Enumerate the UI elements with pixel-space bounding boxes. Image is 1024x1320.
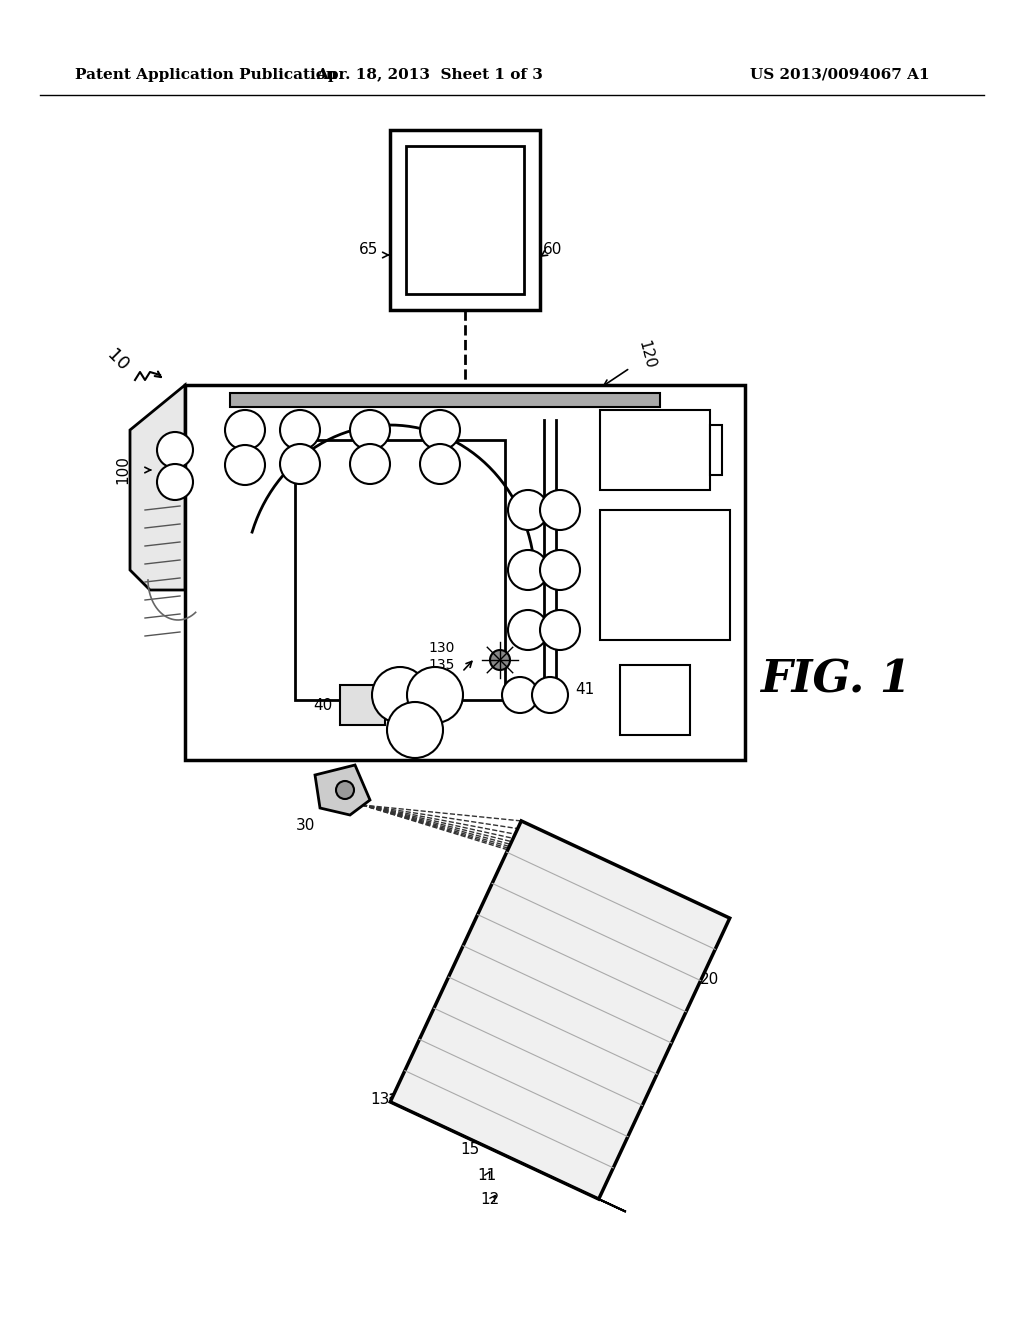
Text: 130: 130 bbox=[429, 642, 455, 655]
Circle shape bbox=[540, 610, 580, 649]
Text: 65: 65 bbox=[358, 243, 378, 257]
Circle shape bbox=[387, 702, 443, 758]
Text: 120: 120 bbox=[635, 339, 657, 371]
Text: 60: 60 bbox=[543, 243, 562, 257]
Circle shape bbox=[407, 667, 463, 723]
Circle shape bbox=[508, 610, 548, 649]
Bar bbox=[340, 685, 385, 725]
Bar bbox=[600, 411, 710, 490]
Circle shape bbox=[280, 411, 319, 450]
Circle shape bbox=[350, 444, 390, 484]
Circle shape bbox=[508, 490, 548, 531]
Text: 13: 13 bbox=[371, 1093, 390, 1107]
Circle shape bbox=[157, 432, 193, 469]
Text: Apr. 18, 2013  Sheet 1 of 3: Apr. 18, 2013 Sheet 1 of 3 bbox=[316, 69, 544, 82]
Circle shape bbox=[372, 667, 428, 723]
Text: 100: 100 bbox=[115, 455, 130, 484]
Circle shape bbox=[508, 550, 548, 590]
Circle shape bbox=[157, 465, 193, 500]
Circle shape bbox=[420, 444, 460, 484]
Circle shape bbox=[420, 411, 460, 450]
Bar bbox=[600, 510, 730, 640]
Text: 11: 11 bbox=[477, 1167, 497, 1183]
Circle shape bbox=[502, 677, 538, 713]
Text: 40: 40 bbox=[312, 697, 332, 713]
Circle shape bbox=[225, 445, 265, 484]
Text: 20: 20 bbox=[700, 973, 719, 987]
Text: US 2013/0094067 A1: US 2013/0094067 A1 bbox=[750, 69, 930, 82]
Polygon shape bbox=[390, 1102, 626, 1212]
Circle shape bbox=[350, 411, 390, 450]
Bar bbox=[295, 440, 505, 700]
Bar bbox=[390, 129, 540, 310]
Circle shape bbox=[225, 411, 265, 450]
Polygon shape bbox=[390, 821, 730, 1199]
Text: FIG. 1: FIG. 1 bbox=[760, 659, 911, 701]
Bar bbox=[230, 393, 660, 407]
Text: 10: 10 bbox=[103, 346, 132, 375]
Circle shape bbox=[336, 781, 354, 799]
Bar bbox=[185, 385, 745, 760]
Bar bbox=[710, 425, 722, 475]
Bar bbox=[406, 147, 524, 294]
Text: 30: 30 bbox=[296, 817, 315, 833]
Text: 15: 15 bbox=[461, 1143, 479, 1158]
Text: Patent Application Publication: Patent Application Publication bbox=[75, 69, 337, 82]
Text: 41: 41 bbox=[575, 682, 594, 697]
Bar bbox=[620, 665, 690, 735]
Circle shape bbox=[532, 677, 568, 713]
Circle shape bbox=[490, 649, 510, 671]
Polygon shape bbox=[315, 766, 370, 814]
Text: 135: 135 bbox=[429, 657, 455, 672]
Circle shape bbox=[280, 444, 319, 484]
Circle shape bbox=[540, 550, 580, 590]
Polygon shape bbox=[130, 385, 185, 590]
Text: 80: 80 bbox=[431, 672, 450, 688]
Circle shape bbox=[540, 490, 580, 531]
Text: 12: 12 bbox=[480, 1192, 500, 1208]
